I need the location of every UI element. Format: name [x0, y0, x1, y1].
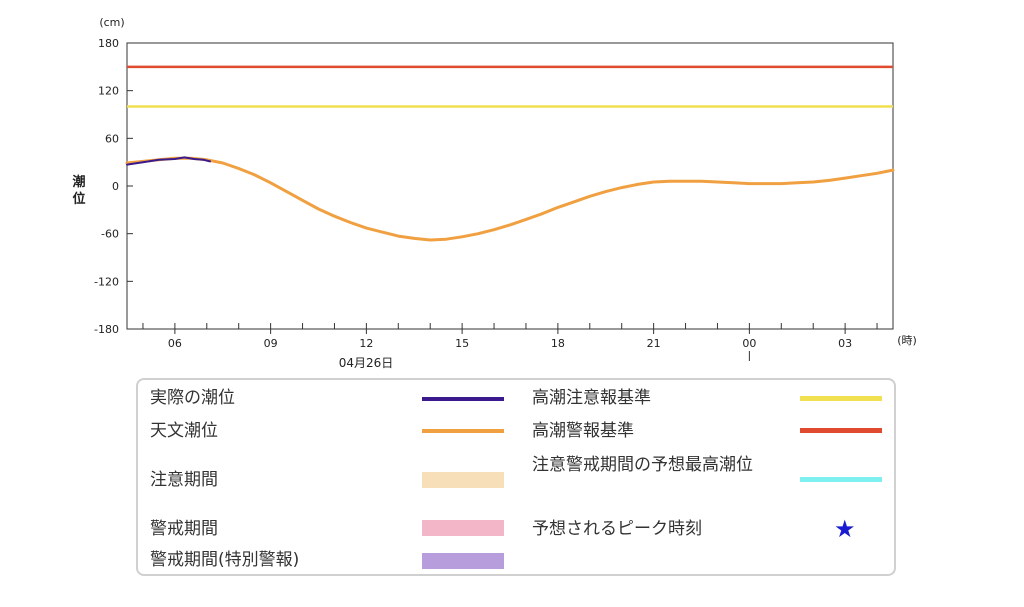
legend-swatch-predicted-max-tide: [800, 477, 882, 482]
legend-label-astronomical-tide: 天文潮位: [150, 421, 218, 441]
y-tick-label: 0: [112, 180, 119, 193]
legend-label-storm-surge-warning: 高潮警報基準: [532, 421, 634, 441]
tide-chart: 180 120 60 0 -60 -120 -180 06 09 12 15 18 21 00 03 (cm…: [72, 16, 917, 370]
y-axis-label: 潮: [72, 174, 85, 190]
legend-swatch-special-warning-period: [422, 553, 504, 569]
y-tick-label: -180: [94, 323, 119, 336]
legend-label-caution-period: 注意期間: [150, 470, 218, 490]
x-tick-label: 21: [647, 337, 661, 350]
x-tick-label: 06: [168, 337, 182, 350]
x-tick-label: 15: [455, 337, 469, 350]
legend-swatch-astronomical-tide: [422, 429, 504, 433]
actual-tide-line: [126, 156, 211, 166]
y-axis-label-2: 位: [72, 191, 85, 207]
legend-label-storm-surge-advisory: 高潮注意報基準: [532, 388, 651, 408]
y-tick-label: 120: [98, 85, 119, 98]
x-tick-label: 03: [838, 337, 852, 350]
y-tick-label: -120: [94, 275, 119, 288]
y-tick-label: 180: [98, 37, 119, 50]
legend-label-warning-period: 警戒期間: [150, 519, 218, 539]
x-axis-unit: (時): [897, 334, 917, 347]
y-axis-unit: (cm): [99, 16, 124, 29]
legend-swatch-storm-surge-warning: [800, 428, 882, 433]
star-icon: ★: [834, 515, 856, 543]
x-tick-label: 00: [742, 337, 756, 350]
x-tick-label: 18: [551, 337, 565, 350]
legend-label-predicted-peak-time: 予想されるピーク時刻: [532, 519, 702, 539]
astronomical-tide-line: [125, 156, 895, 242]
legend-swatch-actual-tide: [422, 397, 504, 401]
legend: 実際の潮位 天文潮位 注意期間 警戒期間 警戒期間(特別警報) 高潮注意報基準 …: [136, 378, 896, 576]
legend-swatch-storm-surge-advisory: [800, 396, 882, 401]
date-label: 04月26日: [339, 356, 394, 370]
legend-label-special-warning-period: 警戒期間(特別警報): [150, 550, 300, 570]
legend-label-actual-tide: 実際の潮位: [150, 388, 235, 408]
legend-swatch-warning-period: [422, 520, 504, 536]
x-tick-label: 12: [359, 337, 373, 350]
plot-frame: [126, 42, 894, 330]
y-tick-label: 60: [105, 132, 119, 145]
y-tick-label: -60: [101, 228, 119, 241]
x-tick-label: 09: [264, 337, 278, 350]
legend-swatch-caution-period: [422, 472, 504, 488]
legend-label-predicted-max-tide: 注意警戒期間の予想最高潮位: [532, 455, 753, 475]
